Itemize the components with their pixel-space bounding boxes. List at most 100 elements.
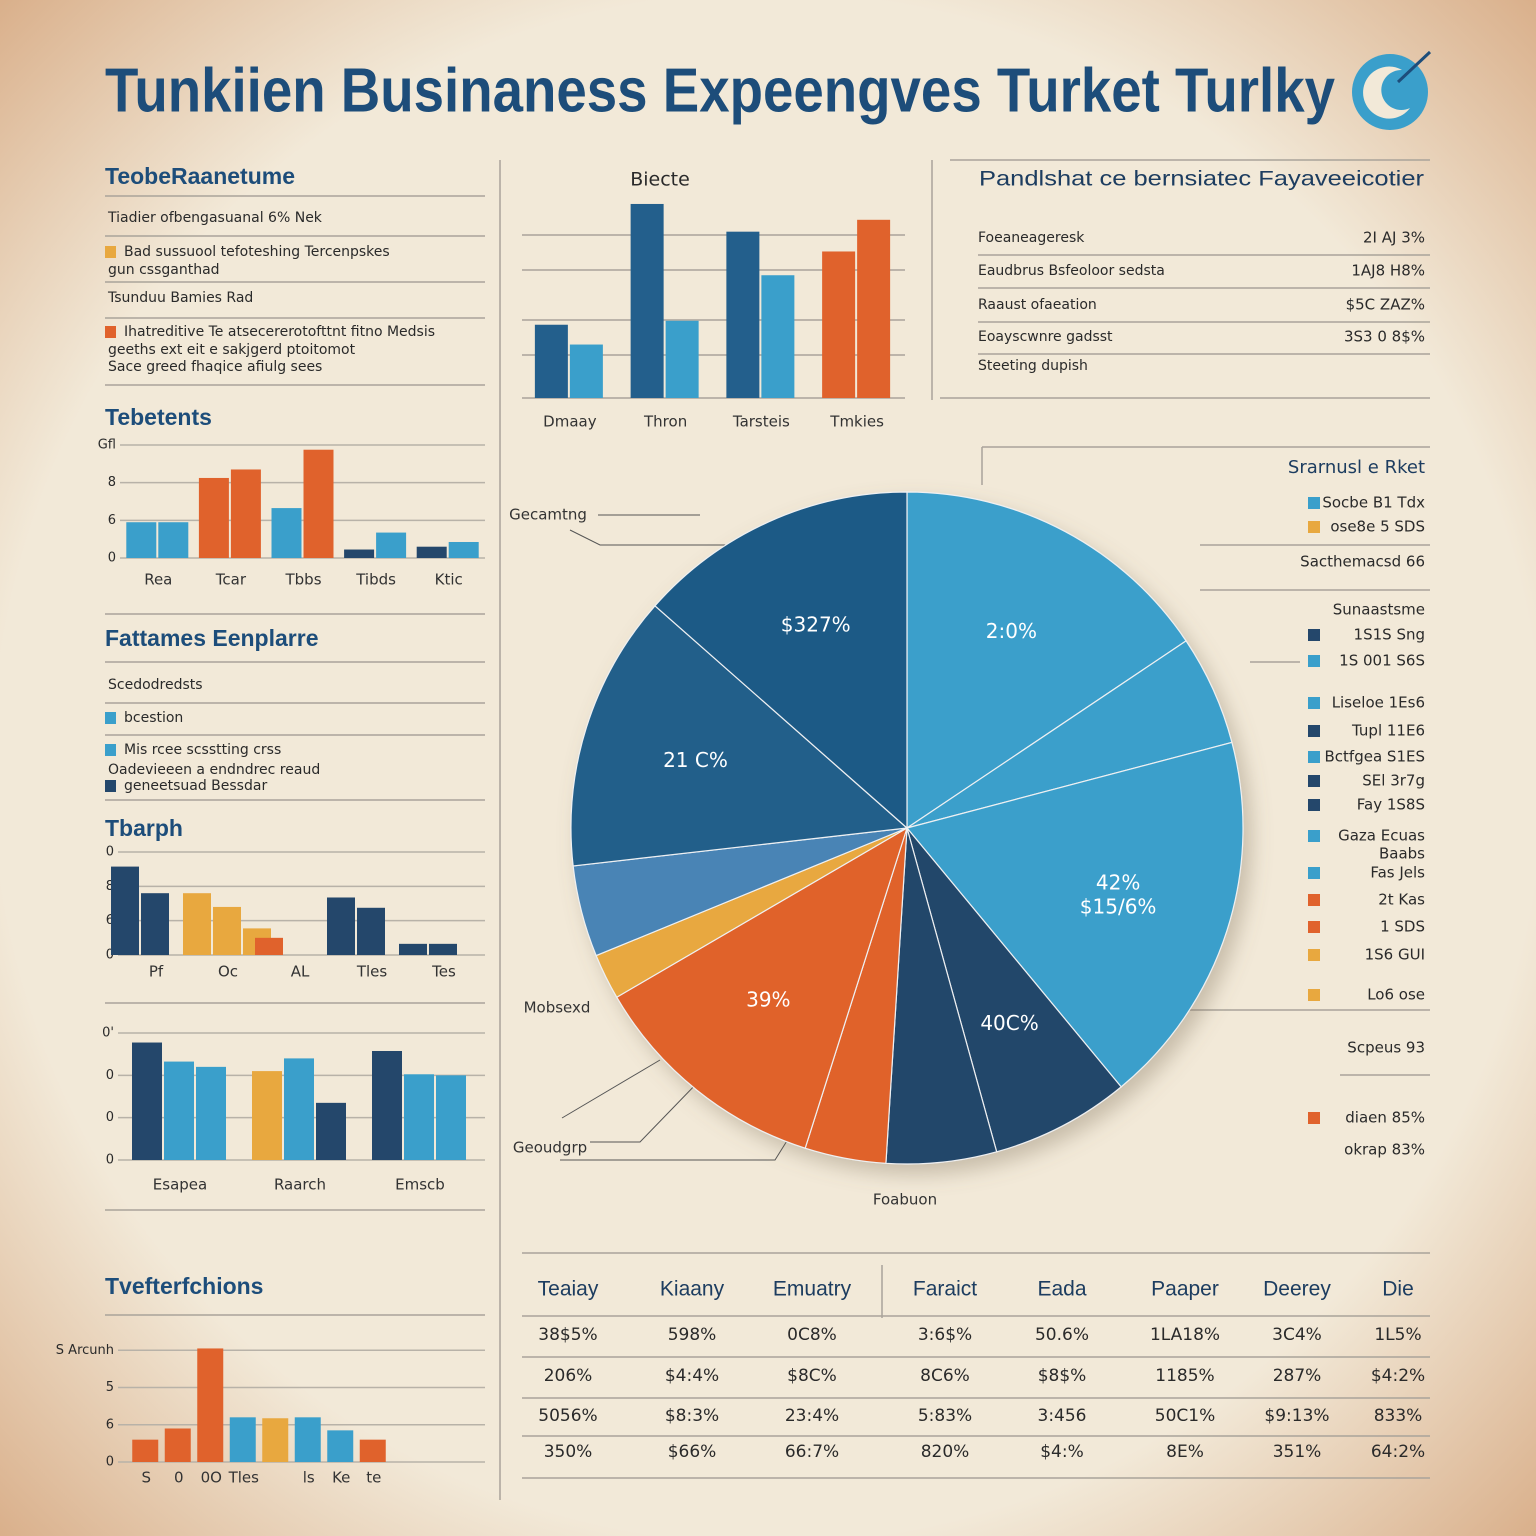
legend-swatch <box>1308 751 1320 763</box>
legend-label: Lo6 ose <box>1367 986 1425 1004</box>
legend-label: Gaza Ecuas <box>1338 827 1425 845</box>
legend-swatch <box>1308 949 1320 961</box>
x-tick-label: Tes <box>431 963 456 981</box>
x-tick-label: te <box>366 1469 381 1487</box>
y-tick-label: 0 <box>108 551 116 566</box>
table-cell: 5:83% <box>918 1406 972 1426</box>
list-label: Eoayscwnre gadsst <box>978 329 1113 345</box>
legend-swatch <box>105 712 116 724</box>
bar <box>252 1071 282 1160</box>
panel-heading: Fattames Eenplarre <box>105 625 318 651</box>
bar <box>284 1058 314 1160</box>
y-tick-label: 0' <box>102 1026 114 1041</box>
panel-item: Ihatreditive Te atsecererotofttnt fitno … <box>124 324 435 340</box>
y-tick-label: 0 <box>106 1153 114 1168</box>
bar <box>255 937 283 955</box>
bar <box>327 897 355 955</box>
bar <box>229 1417 256 1462</box>
slice-label: 39% <box>746 988 790 1012</box>
legend-swatch <box>105 780 116 792</box>
bar <box>294 1417 321 1462</box>
x-tick-label: Rea <box>144 571 172 589</box>
slice-label: $327% <box>781 612 851 636</box>
bar <box>359 1439 386 1462</box>
table-header: Emuatry <box>773 1278 852 1301</box>
legend-swatch <box>1308 697 1320 709</box>
bar <box>404 1074 434 1160</box>
chart-title: Tvefterfchions <box>105 1273 263 1299</box>
x-tick-label: Tles <box>228 1469 260 1487</box>
panel-item: gun cssganthad <box>108 262 220 278</box>
y-tick-label: 0 <box>106 948 114 963</box>
x-tick-label: Tmkies <box>829 413 884 431</box>
x-tick-label: Ke <box>332 1469 350 1487</box>
legend-label: Fas Jels <box>1370 864 1425 882</box>
bar <box>327 1430 354 1462</box>
bar <box>132 1042 162 1160</box>
legend-label: Tupl 11E6 <box>1351 722 1425 740</box>
bar <box>416 546 447 558</box>
page-title: Tunkiien Businaness Expeengves Turket Tu… <box>105 56 1335 125</box>
x-tick-label: Tarsteis <box>732 413 790 431</box>
x-tick-label: S <box>141 1469 151 1487</box>
leader-line <box>590 1079 701 1143</box>
bar <box>213 906 241 955</box>
table-cell: 598% <box>668 1325 717 1345</box>
legend-swatch <box>1308 1112 1320 1124</box>
bar <box>126 522 157 558</box>
bar <box>303 449 334 558</box>
bar <box>197 1348 224 1462</box>
x-tick-label: Dmaay <box>543 413 597 431</box>
legend-label: Baabs <box>1379 845 1425 863</box>
table-cell: 8E% <box>1166 1442 1204 1462</box>
table-cell: $4:4% <box>665 1366 719 1386</box>
legend-heading: Srarnusl e Rket <box>1288 457 1425 478</box>
legend-swatch <box>1308 830 1320 842</box>
legend-label: 1 SDS <box>1380 918 1425 936</box>
table-cell: 23:4% <box>785 1406 839 1426</box>
list-value: 3S3 0 8$% <box>1344 328 1425 346</box>
legend-swatch <box>1308 725 1320 737</box>
bar <box>357 907 385 955</box>
table-cell: $8$% <box>1038 1366 1087 1386</box>
bar <box>164 1428 191 1462</box>
bar <box>376 532 407 558</box>
legend-label: ose8e 5 SDS <box>1330 518 1425 536</box>
legend-label: Sunaastsme <box>1333 601 1425 619</box>
table-cell: 351% <box>1273 1442 1322 1462</box>
legend-swatch <box>1308 989 1320 1001</box>
x-tick-label: Tibds <box>355 571 396 589</box>
panel-item: bcestion <box>124 710 183 726</box>
table-header: Kiaany <box>660 1278 725 1301</box>
bar <box>534 324 568 398</box>
legend-label: diaen 85% <box>1345 1109 1425 1127</box>
y-tick-label: 0 <box>106 1110 114 1125</box>
bar <box>436 1075 466 1160</box>
table-cell: $66% <box>668 1442 717 1462</box>
legend-swatch <box>1308 497 1320 509</box>
table-cell: 3:456 <box>1038 1406 1087 1426</box>
bar <box>372 1050 402 1160</box>
x-tick-label: Thron <box>643 413 687 431</box>
panel-item: Mis rcee scsstting crss <box>124 742 281 758</box>
bar <box>569 344 603 398</box>
table-header: Teaiay <box>538 1278 599 1301</box>
legend-label: 2t Kas <box>1378 891 1425 909</box>
legend-label: Sacthemacsd 66 <box>1300 553 1425 571</box>
table-cell: 0C8% <box>787 1325 837 1345</box>
table-cell: 287% <box>1273 1366 1322 1386</box>
list-heading: Pandlshat ce bernsiatec Fayaveeicotier <box>979 168 1424 191</box>
panel-heading: TeobeRaanetume <box>105 163 295 189</box>
slice-label: 40C% <box>980 1011 1038 1035</box>
bar <box>761 275 795 398</box>
list-label: Steeting dupish <box>978 358 1088 374</box>
bar <box>111 866 139 955</box>
table-cell: 50.6% <box>1035 1325 1089 1345</box>
chart-title: Tebetents <box>105 404 212 430</box>
outer-label: Gecamtng <box>509 506 587 524</box>
x-tick-label: Esapea <box>153 1176 207 1194</box>
bar <box>164 1061 194 1160</box>
bar <box>726 231 760 398</box>
bar <box>822 251 856 398</box>
table-cell: 50C1% <box>1155 1406 1215 1426</box>
